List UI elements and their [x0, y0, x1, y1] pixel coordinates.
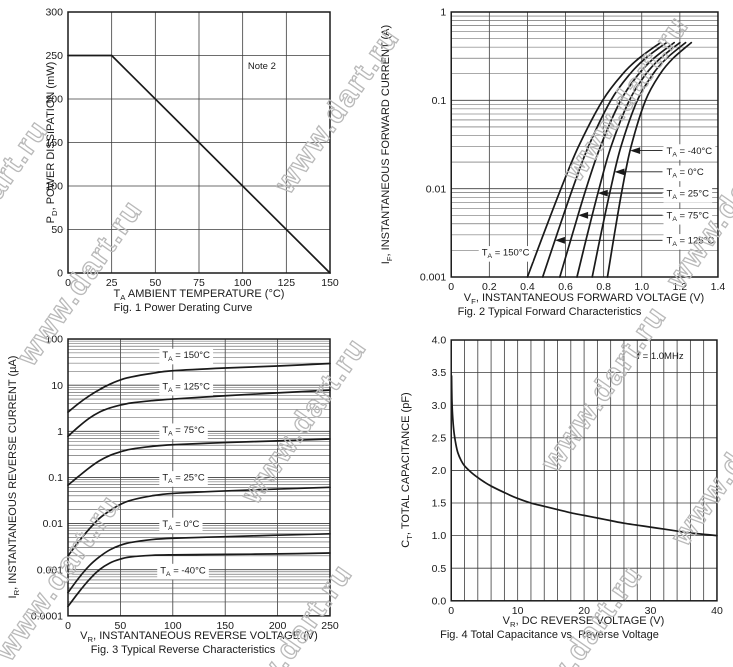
svg-text:TA = 25°C: TA = 25°C [667, 188, 710, 201]
svg-text:150: 150 [216, 620, 234, 632]
svg-text:1.0: 1.0 [634, 281, 649, 293]
svg-text:0.4: 0.4 [520, 281, 535, 293]
fig1-x-axis-title: TA AMBIENT TEMPERATURE (°C) [113, 288, 285, 303]
fig2-caption: Fig. 2 Typical Forward Characteristics [457, 306, 642, 318]
svg-text:50: 50 [115, 620, 127, 632]
fig2-forward-characteristics-figure: TA = -40°C TA = 0°C TA = 25°C TA = 75°C TA =… [366, 0, 733, 333]
svg-text:10: 10 [512, 605, 524, 617]
fig3-reverse-characteristics-chart: TA = 150°C TA = 125°C TA = 75°C TA = 25°C TA… [31, 334, 339, 632]
svg-text:300: 300 [45, 7, 63, 19]
svg-text:2.0: 2.0 [432, 465, 447, 477]
svg-text:1.0: 1.0 [432, 530, 447, 542]
svg-text:0.001: 0.001 [37, 564, 63, 576]
svg-text:250: 250 [321, 620, 339, 632]
svg-text:0.0001: 0.0001 [31, 610, 63, 622]
svg-text:0: 0 [448, 605, 454, 617]
svg-text:250: 250 [45, 50, 63, 62]
fig4-x-axis-title: VR, DC REVERSE VOLTAGE (V) [502, 615, 665, 630]
svg-text:200: 200 [269, 620, 287, 632]
fig1-power-derating-chart: Note 2 0 25 50 75 100 125 150 0 50 100 150 200 250 300 [45, 7, 339, 289]
svg-text:TA = 150°C: TA = 150°C [482, 248, 530, 261]
svg-text:0: 0 [448, 281, 454, 293]
fig1-power-derating-figure: Note 2 0 25 50 75 100 125 150 0 50 100 150 200 250 300… [0, 0, 366, 333]
svg-text:75: 75 [193, 277, 205, 289]
svg-text:3.0: 3.0 [432, 400, 447, 412]
svg-text:0.2: 0.2 [482, 281, 497, 293]
svg-text:Note 2: Note 2 [248, 61, 276, 72]
fig2-y-axis-title: IF, INSTANTANEOUS FORWARD CURRENT (A) [380, 24, 395, 265]
svg-text:150: 150 [321, 277, 339, 289]
svg-text:TA = 125°C: TA = 125°C [667, 236, 715, 249]
svg-text:1.5: 1.5 [432, 498, 447, 510]
fig1-caption: Fig. 1 Power Derating Curve [113, 302, 253, 314]
svg-text:2.5: 2.5 [432, 432, 447, 444]
svg-text:10: 10 [51, 380, 63, 392]
svg-text:100: 100 [45, 181, 63, 193]
svg-text:0.6: 0.6 [558, 281, 573, 293]
svg-text:TA = 75°C: TA = 75°C [667, 210, 710, 223]
fig3-reverse-characteristics-figure: TA = 150°C TA = 125°C TA = 75°C TA = 25°C TA… [0, 333, 366, 667]
svg-text:40: 40 [711, 605, 723, 617]
svg-text:0: 0 [65, 620, 71, 632]
svg-text:0: 0 [65, 277, 71, 289]
svg-text:TA = 0°C: TA = 0°C [162, 519, 199, 532]
svg-text:0.001: 0.001 [420, 272, 446, 284]
svg-text:50: 50 [149, 277, 161, 289]
svg-text:125: 125 [278, 277, 296, 289]
svg-text:0.8: 0.8 [596, 281, 611, 293]
fig3-x-axis-title: VR, INSTANTANEOUS REVERSE VOLTAGE (V) [80, 630, 318, 645]
svg-text:TA = 75°C: TA = 75°C [162, 425, 204, 438]
svg-text:0.0: 0.0 [432, 595, 447, 607]
svg-text:100: 100 [45, 334, 63, 346]
svg-text:200: 200 [45, 94, 63, 106]
svg-text:1.4: 1.4 [711, 281, 726, 293]
svg-text:4.0: 4.0 [432, 335, 447, 347]
svg-text:0.01: 0.01 [426, 183, 447, 195]
svg-text:100: 100 [234, 277, 252, 289]
svg-text:TA = 150°C: TA = 150°C [162, 350, 210, 363]
fig2-x-axis-title: VF, INSTANTANEOUS FORWARD VOLTAGE (V) [463, 292, 705, 307]
svg-text:1: 1 [440, 7, 446, 19]
svg-text:1.2: 1.2 [673, 281, 688, 293]
fig4-capacitance-chart: f = 1.0MHz 0 10 20 30 40 0.0 0.5 1.0 1.5 2.0 2.5 3.0… [432, 335, 723, 617]
svg-text:3.5: 3.5 [432, 367, 447, 379]
svg-text:0.1: 0.1 [48, 472, 63, 484]
svg-text:0.5: 0.5 [432, 563, 447, 575]
svg-text:TA = 0°C: TA = 0°C [667, 167, 704, 180]
svg-text:TA = 125°C: TA = 125°C [162, 381, 210, 394]
fig3-caption: Fig. 3 Typical Reverse Characteristics [90, 644, 276, 656]
svg-text:150: 150 [45, 137, 63, 149]
fig1-y-axis-title: PD, POWER DISSIPATION (mW) [45, 61, 60, 224]
svg-text:25: 25 [106, 277, 118, 289]
svg-text:20: 20 [578, 605, 590, 617]
svg-text:TA = 25°C: TA = 25°C [162, 473, 204, 486]
svg-text:TA = -40°C: TA = -40°C [667, 146, 713, 159]
fig4-caption: Fig. 4 Total Capacitance vs. Reverse Vol… [440, 629, 659, 641]
svg-text:TA = -40°C: TA = -40°C [160, 565, 206, 578]
svg-text:0.01: 0.01 [43, 518, 64, 530]
svg-text:f = 1.0MHz: f = 1.0MHz [637, 351, 684, 362]
svg-text:0.1: 0.1 [432, 95, 447, 107]
fig4-y-axis-title: CT, TOTAL CAPACITANCE (pF) [400, 392, 415, 548]
svg-text:1: 1 [57, 426, 63, 438]
svg-text:50: 50 [51, 224, 63, 236]
svg-text:30: 30 [645, 605, 657, 617]
svg-text:100: 100 [164, 620, 182, 632]
fig2-forward-characteristics-chart: TA = -40°C TA = 0°C TA = 25°C TA = 75°C TA =… [420, 7, 726, 293]
fig3-y-axis-title: IR, INSTANTANEOUS REVERSE CURRENT (µA) [7, 355, 22, 599]
fig4-capacitance-figure: f = 1.0MHz 0 10 20 30 40 0.0 0.5 1.0 1.5 2.0 2.5 3.0… [366, 333, 733, 667]
svg-text:0: 0 [57, 268, 63, 280]
